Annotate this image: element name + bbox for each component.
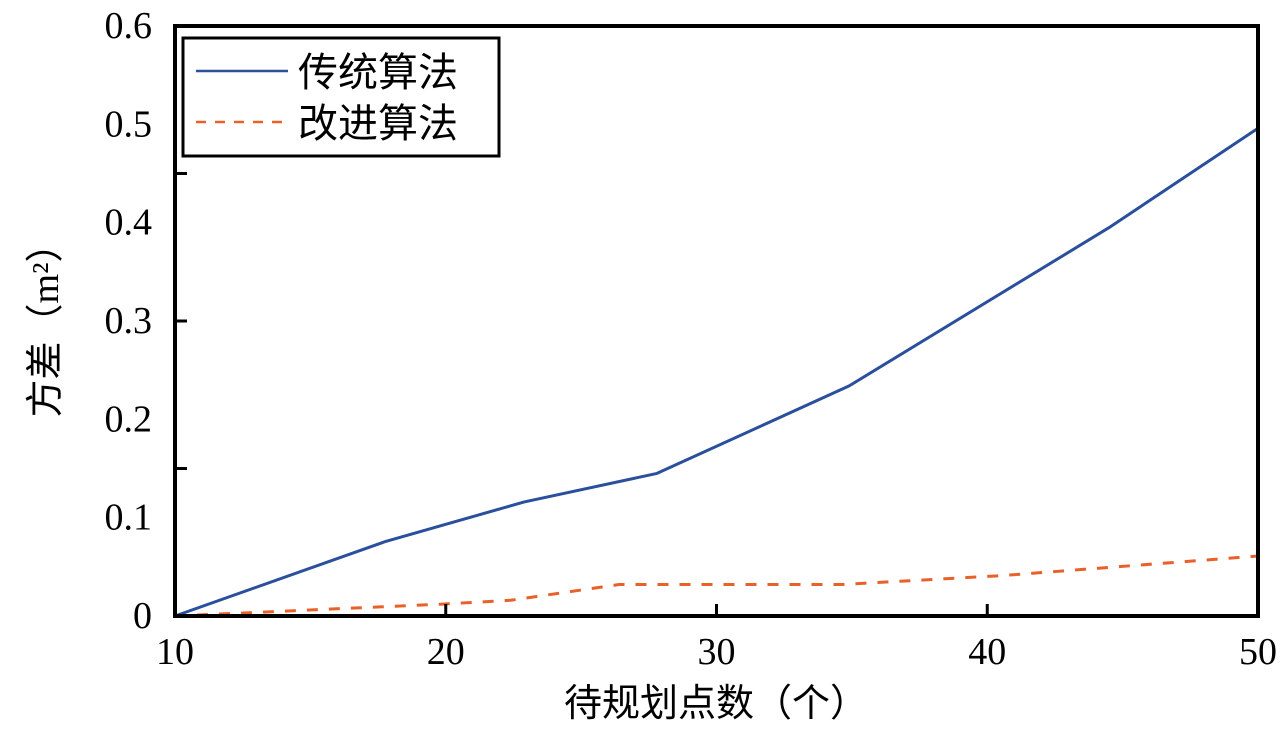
series-line-0 [174,127,1259,618]
y-tick-label: 0.6 [105,5,153,47]
series-layer [174,127,1259,618]
y-tick-label: 0.4 [105,202,153,244]
x-tick-label: 50 [1239,631,1277,673]
y-tick-labels: 0 0.1 0.2 0.3 0.4 0.5 0.6 [105,5,153,637]
legend-label-improved: 改进算法 [298,101,458,146]
y-tick-label: 0.3 [105,300,153,342]
y-tick-label: 0.2 [105,398,153,440]
x-tick-label: 30 [698,631,736,673]
x-tick-labels: 10 20 30 40 50 [156,631,1277,673]
x-tick-marks [444,604,989,616]
legend-box [181,36,501,158]
x-axis-title: 待规划点数（个） [564,683,868,725]
legend-label-traditional: 传统算法 [298,50,458,95]
series-line-1 [174,554,1259,618]
y-tick-marks [175,172,187,470]
x-tick-label: 40 [968,631,1006,673]
y-tick-label: 0.1 [105,497,153,539]
legend: 传统算法 改进算法 [181,36,501,158]
y-tick-label: 0 [133,595,152,637]
x-tick-label: 20 [427,631,465,673]
y-axis-title: 方差（m²） [25,225,67,418]
x-tick-label: 10 [156,631,194,673]
y-tick-label: 0.5 [105,103,153,145]
